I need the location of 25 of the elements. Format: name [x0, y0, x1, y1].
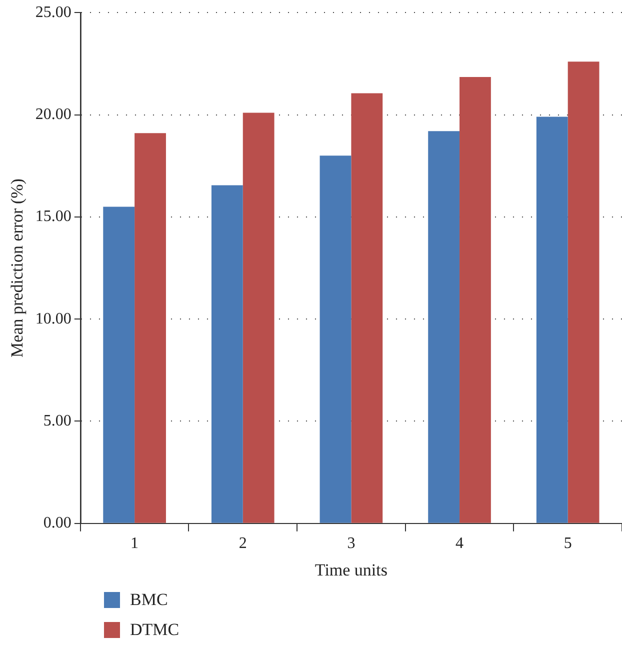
bar	[460, 76, 491, 523]
bar	[211, 185, 243, 523]
bar	[242, 112, 274, 523]
x-axis-title: Time units	[314, 560, 388, 580]
legend-label: DTMC	[130, 620, 180, 640]
bar	[536, 116, 568, 523]
y-tick-label: 0.00	[43, 514, 72, 532]
x-tick-label: 1	[130, 535, 139, 552]
bar	[134, 133, 166, 523]
legend-label: BMC	[130, 590, 168, 610]
x-tick-label: 2	[238, 535, 247, 552]
bar	[568, 62, 600, 523]
y-tick-label: 20.00	[35, 106, 72, 123]
y-tick-label: 25.00	[35, 4, 72, 21]
x-tick-label: 4	[456, 535, 464, 552]
x-tick-label: 5	[564, 535, 572, 552]
bar	[351, 93, 383, 523]
y-tick-label: 5.00	[43, 412, 72, 430]
bar	[320, 156, 352, 523]
bar	[428, 131, 460, 523]
x-tick-label: 3	[347, 535, 356, 552]
y-axis-title: Mean prediction error (%)	[8, 178, 27, 358]
y-tick-label: 15.00	[35, 208, 72, 226]
bar	[103, 206, 135, 523]
y-tick-label: 10.00	[35, 310, 72, 328]
